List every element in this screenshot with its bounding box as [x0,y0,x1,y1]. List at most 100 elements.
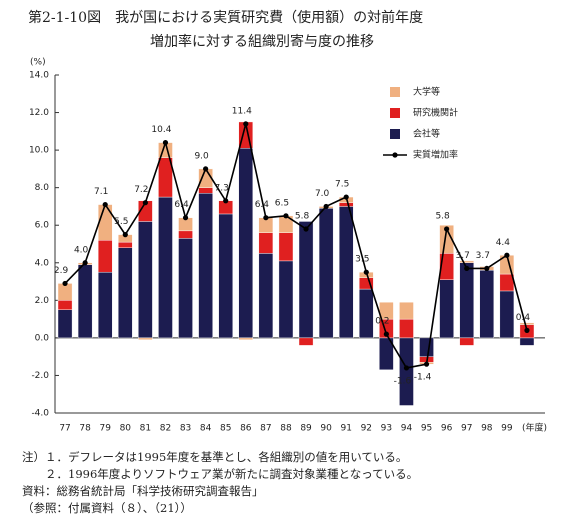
bar-segment [118,241,133,248]
line-point [464,265,470,272]
bar-segment [198,187,213,194]
bar-segment [439,279,454,339]
line-point [283,213,289,219]
bar-segment [318,208,334,339]
bar-segment [399,302,414,320]
line-point [162,140,169,146]
note: 注）１．デフレータは1995年度を基準とし、各組織別の値を用いている。 [22,450,407,464]
bar-segment [359,288,374,339]
x-tick-label: 83 [180,424,191,434]
x-tick-label: 77 [59,424,70,434]
line-point [142,200,148,206]
x-tick-label: 84 [200,424,212,434]
line-point [62,280,68,287]
x-tick-label: 78 [79,424,91,434]
y-tick-label: 14.0 [29,71,49,81]
data-label: 3.7 [456,251,470,261]
bar-segment [459,260,474,263]
legend-swatch [390,108,400,118]
y-tick-label: 10.0 [29,146,49,156]
bar-segment [499,290,515,339]
data-label: 7.2 [134,185,148,195]
bar-segment [298,221,314,339]
bar-segment [459,262,474,339]
line-point [203,166,209,172]
y-tick-label: 4.0 [35,258,50,268]
data-label: 7.3 [215,183,229,193]
data-label: -1.6 [394,376,412,386]
line-point [444,226,450,232]
data-label: 6.4 [255,200,270,210]
legend-label: 実質増加率 [413,149,458,161]
bar-segment [399,318,414,339]
x-tick-label: 99 [501,424,513,434]
legend-label: 大学等 [413,86,440,98]
data-label: 7.0 [315,189,330,199]
x-tick-label: 93 [381,424,392,434]
legend-label: 会社等 [413,128,440,140]
data-label: 5.5 [114,217,128,227]
bar-segment [138,337,153,340]
bar-segment [97,204,113,241]
line-point [343,194,349,200]
line-point [303,226,309,232]
line-point [363,269,369,275]
x-tick-label: 98 [481,424,493,434]
x-tick-label: 96 [441,424,453,434]
x-tick-label: 97 [461,424,472,434]
y-tick-label: 0.0 [35,333,50,343]
chart-title: 第2-1-10図 我が国における実質研究費（使用額）の対前年度 [28,9,423,26]
bar-segment [519,322,535,325]
legend-label: 研究機関計 [413,107,458,119]
bar-segment [338,206,354,339]
x-tick-label: 87 [260,424,271,434]
bar-segment [419,337,434,357]
chart-title: 増加率に対する組織別寄与度の推移 [150,33,374,50]
bar-segment [278,232,294,262]
data-label: 6.5 [275,198,289,208]
bar-segment [178,238,193,339]
y-tick-label: -4.0 [31,409,49,419]
bar-segment [338,202,354,207]
y-tick-label: -2.0 [31,371,49,381]
data-label: 4.0 [74,245,89,255]
bar-segment [258,253,274,339]
x-tick-label: 82 [160,424,171,434]
x-tick-label: 80 [120,424,132,434]
bar-segment [118,247,133,339]
x-tick-label: 90 [320,424,332,434]
x-tick-label: 95 [421,424,432,434]
x-tick-label: 81 [140,424,151,434]
x-tick-label: 85 [220,424,231,434]
line-point [102,201,108,208]
bar-segment [519,337,535,346]
data-label: 7.5 [335,180,349,190]
bar-segment [479,270,495,339]
line-point [403,365,410,371]
line-point [484,265,490,272]
line-point [182,215,189,221]
line [64,123,528,369]
note: ２．1996年度よりソフトウェア業が新たに調査対象業種となっている。 [22,467,418,481]
data-label: 9.0 [194,151,209,161]
x-unit: (年度) [522,422,547,434]
bar-segment [138,221,153,339]
y-tick-label: 6.0 [35,221,50,231]
x-tick-label: 92 [361,424,372,434]
line-point [423,361,430,367]
y-unit: (%) [30,58,46,68]
x-tick-label: 89 [300,424,312,434]
bar-segment [158,196,173,339]
legend-swatch [390,87,400,97]
data-label: 2.9 [54,266,69,276]
x-tick-label: 88 [280,424,292,434]
bar-segment [439,225,454,254]
bar-segment [238,148,254,339]
data-label: 10.4 [151,125,171,135]
line-point [524,327,530,333]
x-tick-label: 94 [401,424,413,434]
line-point [323,203,329,210]
bar-segment [57,309,73,339]
note: （参照：付属資料（８）、（21）） [22,501,192,515]
y-tick-label: 8.0 [35,183,50,193]
